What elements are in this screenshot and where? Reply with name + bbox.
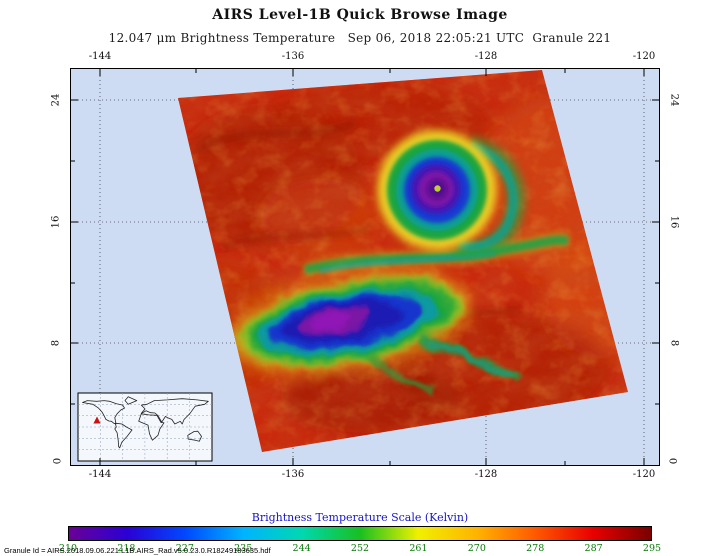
x-tick-label-bottom: -136: [281, 469, 305, 480]
plot-border: [70, 68, 660, 466]
y-tick-label-left: 8: [50, 339, 62, 347]
colorbar-tick-label: 295: [642, 543, 662, 554]
hurricane-feature: [377, 130, 497, 250]
colorbar-tick-label: 278: [526, 543, 545, 554]
colorbar-tick-label: 270: [467, 543, 486, 554]
granule-id: Granule Id = AIRS.2018.09.06.221.L1B.AIR…: [4, 546, 271, 555]
location-marker: [93, 416, 101, 424]
plot-area: [70, 68, 660, 466]
x-tick-label-bottom: -128: [474, 469, 498, 480]
y-tick-label-left: 24: [50, 93, 62, 107]
colorbar-tick-label: 218: [117, 543, 136, 554]
colorbar-gradient: [68, 526, 652, 541]
colorbar-tick-label: 261: [409, 543, 428, 554]
y-tick-label-right: 16: [668, 215, 680, 229]
colorbar-tick-label: 287: [584, 543, 603, 554]
colorbar-tick-label: 210: [58, 543, 78, 554]
hurricane-eye: [434, 185, 441, 192]
colorbar-label: Brightness Temperature Scale (Kelvin): [251, 511, 469, 524]
x-tick-label-top: -120: [632, 51, 656, 62]
x-tick-label-top: -136: [281, 51, 305, 62]
colorbar-tick-label: 252: [350, 543, 370, 554]
x-tick-label-top: -144: [88, 51, 112, 62]
y-tick-label-right: 8: [668, 339, 680, 347]
x-tick-label-top: -128: [474, 51, 498, 62]
colorbar-tick-label: 235: [234, 543, 253, 554]
chart-subtitle: 12.047 μm Brightness Temperature Sep 06,…: [108, 31, 612, 45]
chart-title: AIRS Level-1B Quick Browse Image: [212, 7, 508, 23]
continent-outlines: [82, 396, 209, 449]
x-tick-label-bottom: -120: [632, 469, 656, 480]
storm-band-feature: [229, 270, 522, 395]
y-tick-label-right: 24: [668, 93, 680, 107]
y-tick-label-left: 0: [52, 457, 64, 465]
colorbar-ticks: 210 218 227 235 244 252 261 270 278 287 …: [59, 543, 661, 555]
colorbar-tick-label: 244: [292, 543, 311, 554]
hurricane-tail: [452, 135, 526, 259]
axis-ticks: [71, 69, 659, 465]
colorbar-tick-label: 227: [175, 543, 194, 554]
x-tick-label-bottom: -144: [88, 469, 112, 480]
world-map-inset: [77, 392, 213, 462]
y-tick-label-right: 0: [666, 457, 678, 465]
y-tick-label-left: 16: [50, 215, 62, 229]
